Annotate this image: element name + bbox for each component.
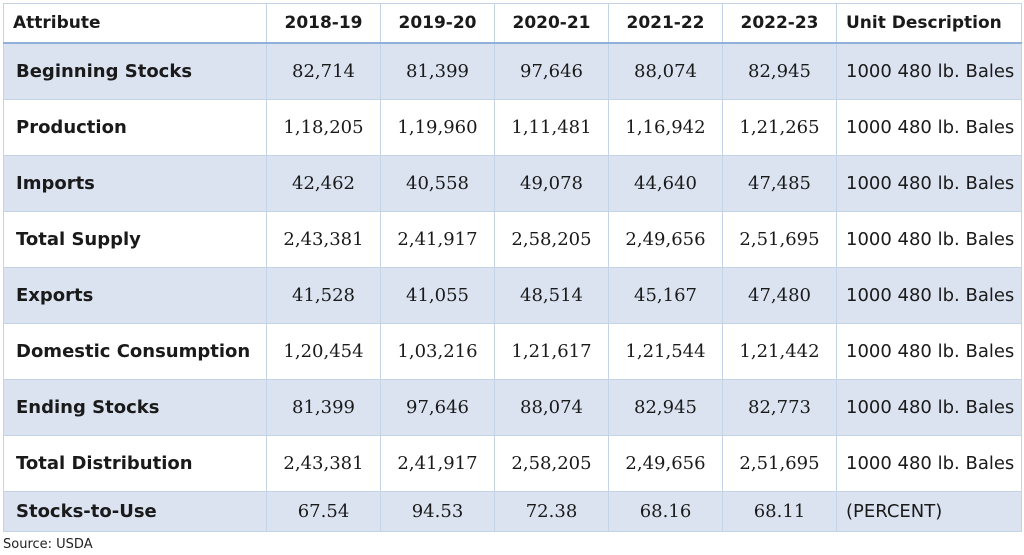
cell-value: 2,58,205 xyxy=(494,210,609,268)
cell-value: 94.53 xyxy=(380,490,495,532)
table-row: Exports 41,528 41,055 48,514 45,167 47,4… xyxy=(3,266,1022,324)
cell-value: 41,055 xyxy=(380,266,495,324)
header-year: 2019-20 xyxy=(380,3,495,44)
row-label: Production xyxy=(3,98,267,156)
cell-value: 2,41,917 xyxy=(380,434,495,492)
cell-value: 1,21,442 xyxy=(722,322,837,380)
cell-unit: 1000 480 lb. Bales xyxy=(836,210,1022,268)
row-label: Total Distribution xyxy=(3,434,267,492)
header-year: 2022-23 xyxy=(722,3,837,44)
cell-value: 1,19,960 xyxy=(380,98,495,156)
table-row: Beginning Stocks 82,714 81,399 97,646 88… xyxy=(3,42,1022,100)
cell-value: 2,43,381 xyxy=(266,434,381,492)
table-row: Domestic Consumption 1,20,454 1,03,216 1… xyxy=(3,322,1022,380)
cell-value: 48,514 xyxy=(494,266,609,324)
row-label: Beginning Stocks xyxy=(3,42,267,100)
cell-value: 41,528 xyxy=(266,266,381,324)
table-row: Stocks-to-Use 67.54 94.53 72.38 68.16 68… xyxy=(3,490,1022,532)
cell-value: 1,21,265 xyxy=(722,98,837,156)
cell-value: 1,16,942 xyxy=(608,98,723,156)
cell-value: 42,462 xyxy=(266,154,381,212)
cell-value: 81,399 xyxy=(266,378,381,436)
table-row: Ending Stocks 81,399 97,646 88,074 82,94… xyxy=(3,378,1022,436)
cell-value: 2,43,381 xyxy=(266,210,381,268)
cell-value: 1,03,216 xyxy=(380,322,495,380)
cell-value: 2,51,695 xyxy=(722,434,837,492)
header-year: 2021-22 xyxy=(608,3,723,44)
header-attribute: Attribute xyxy=(3,3,267,44)
cell-value: 2,51,695 xyxy=(722,210,837,268)
cell-value: 1,21,544 xyxy=(608,322,723,380)
table-row: Imports 42,462 40,558 49,078 44,640 47,4… xyxy=(3,154,1022,212)
source-note: Source: USDA xyxy=(3,537,93,552)
row-label: Exports xyxy=(3,266,267,324)
cell-value: 47,480 xyxy=(722,266,837,324)
header-year: 2020-21 xyxy=(494,3,609,44)
cell-value: 1,21,617 xyxy=(494,322,609,380)
cell-value: 40,558 xyxy=(380,154,495,212)
cell-unit: 1000 480 lb. Bales xyxy=(836,322,1022,380)
cell-value: 68.16 xyxy=(608,490,723,532)
row-label: Domestic Consumption xyxy=(3,322,267,380)
row-label: Stocks-to-Use xyxy=(3,490,267,532)
cell-value: 1,20,454 xyxy=(266,322,381,380)
cell-value: 67.54 xyxy=(266,490,381,532)
cell-value: 2,49,656 xyxy=(608,210,723,268)
cell-value: 82,945 xyxy=(722,42,837,100)
cell-unit: 1000 480 lb. Bales xyxy=(836,434,1022,492)
supply-distribution-table: Attribute 2018-19 2019-20 2020-21 2021-2… xyxy=(3,3,1022,532)
cell-value: 1,11,481 xyxy=(494,98,609,156)
cell-unit: 1000 480 lb. Bales xyxy=(836,42,1022,100)
cell-value: 72.38 xyxy=(494,490,609,532)
cell-value: 82,714 xyxy=(266,42,381,100)
cell-value: 2,41,917 xyxy=(380,210,495,268)
cell-unit: 1000 480 lb. Bales xyxy=(836,98,1022,156)
cell-value: 68.11 xyxy=(722,490,837,532)
cell-value: 88,074 xyxy=(608,42,723,100)
row-label: Ending Stocks xyxy=(3,378,267,436)
cell-value: 45,167 xyxy=(608,266,723,324)
header-row: Attribute 2018-19 2019-20 2020-21 2021-2… xyxy=(3,3,1022,44)
table-row: Total Supply 2,43,381 2,41,917 2,58,205 … xyxy=(3,210,1022,268)
cell-value: 49,078 xyxy=(494,154,609,212)
cell-value: 2,49,656 xyxy=(608,434,723,492)
table-container: Attribute 2018-19 2019-20 2020-21 2021-2… xyxy=(3,3,1023,532)
cell-unit: (PERCENT) xyxy=(836,490,1022,532)
cell-value: 88,074 xyxy=(494,378,609,436)
cell-unit: 1000 480 lb. Bales xyxy=(836,154,1022,212)
table-row: Production 1,18,205 1,19,960 1,11,481 1,… xyxy=(3,98,1022,156)
cell-value: 2,58,205 xyxy=(494,434,609,492)
cell-unit: 1000 480 lb. Bales xyxy=(836,266,1022,324)
cell-value: 82,773 xyxy=(722,378,837,436)
cell-value: 81,399 xyxy=(380,42,495,100)
cell-value: 44,640 xyxy=(608,154,723,212)
table-row: Total Distribution 2,43,381 2,41,917 2,5… xyxy=(3,434,1022,492)
cell-value: 97,646 xyxy=(380,378,495,436)
row-label: Imports xyxy=(3,154,267,212)
cell-value: 82,945 xyxy=(608,378,723,436)
cell-value: 97,646 xyxy=(494,42,609,100)
header-year: 2018-19 xyxy=(266,3,381,44)
cell-value: 47,485 xyxy=(722,154,837,212)
header-unit-description: Unit Description xyxy=(836,3,1022,44)
cell-unit: 1000 480 lb. Bales xyxy=(836,378,1022,436)
row-label: Total Supply xyxy=(3,210,267,268)
cell-value: 1,18,205 xyxy=(266,98,381,156)
